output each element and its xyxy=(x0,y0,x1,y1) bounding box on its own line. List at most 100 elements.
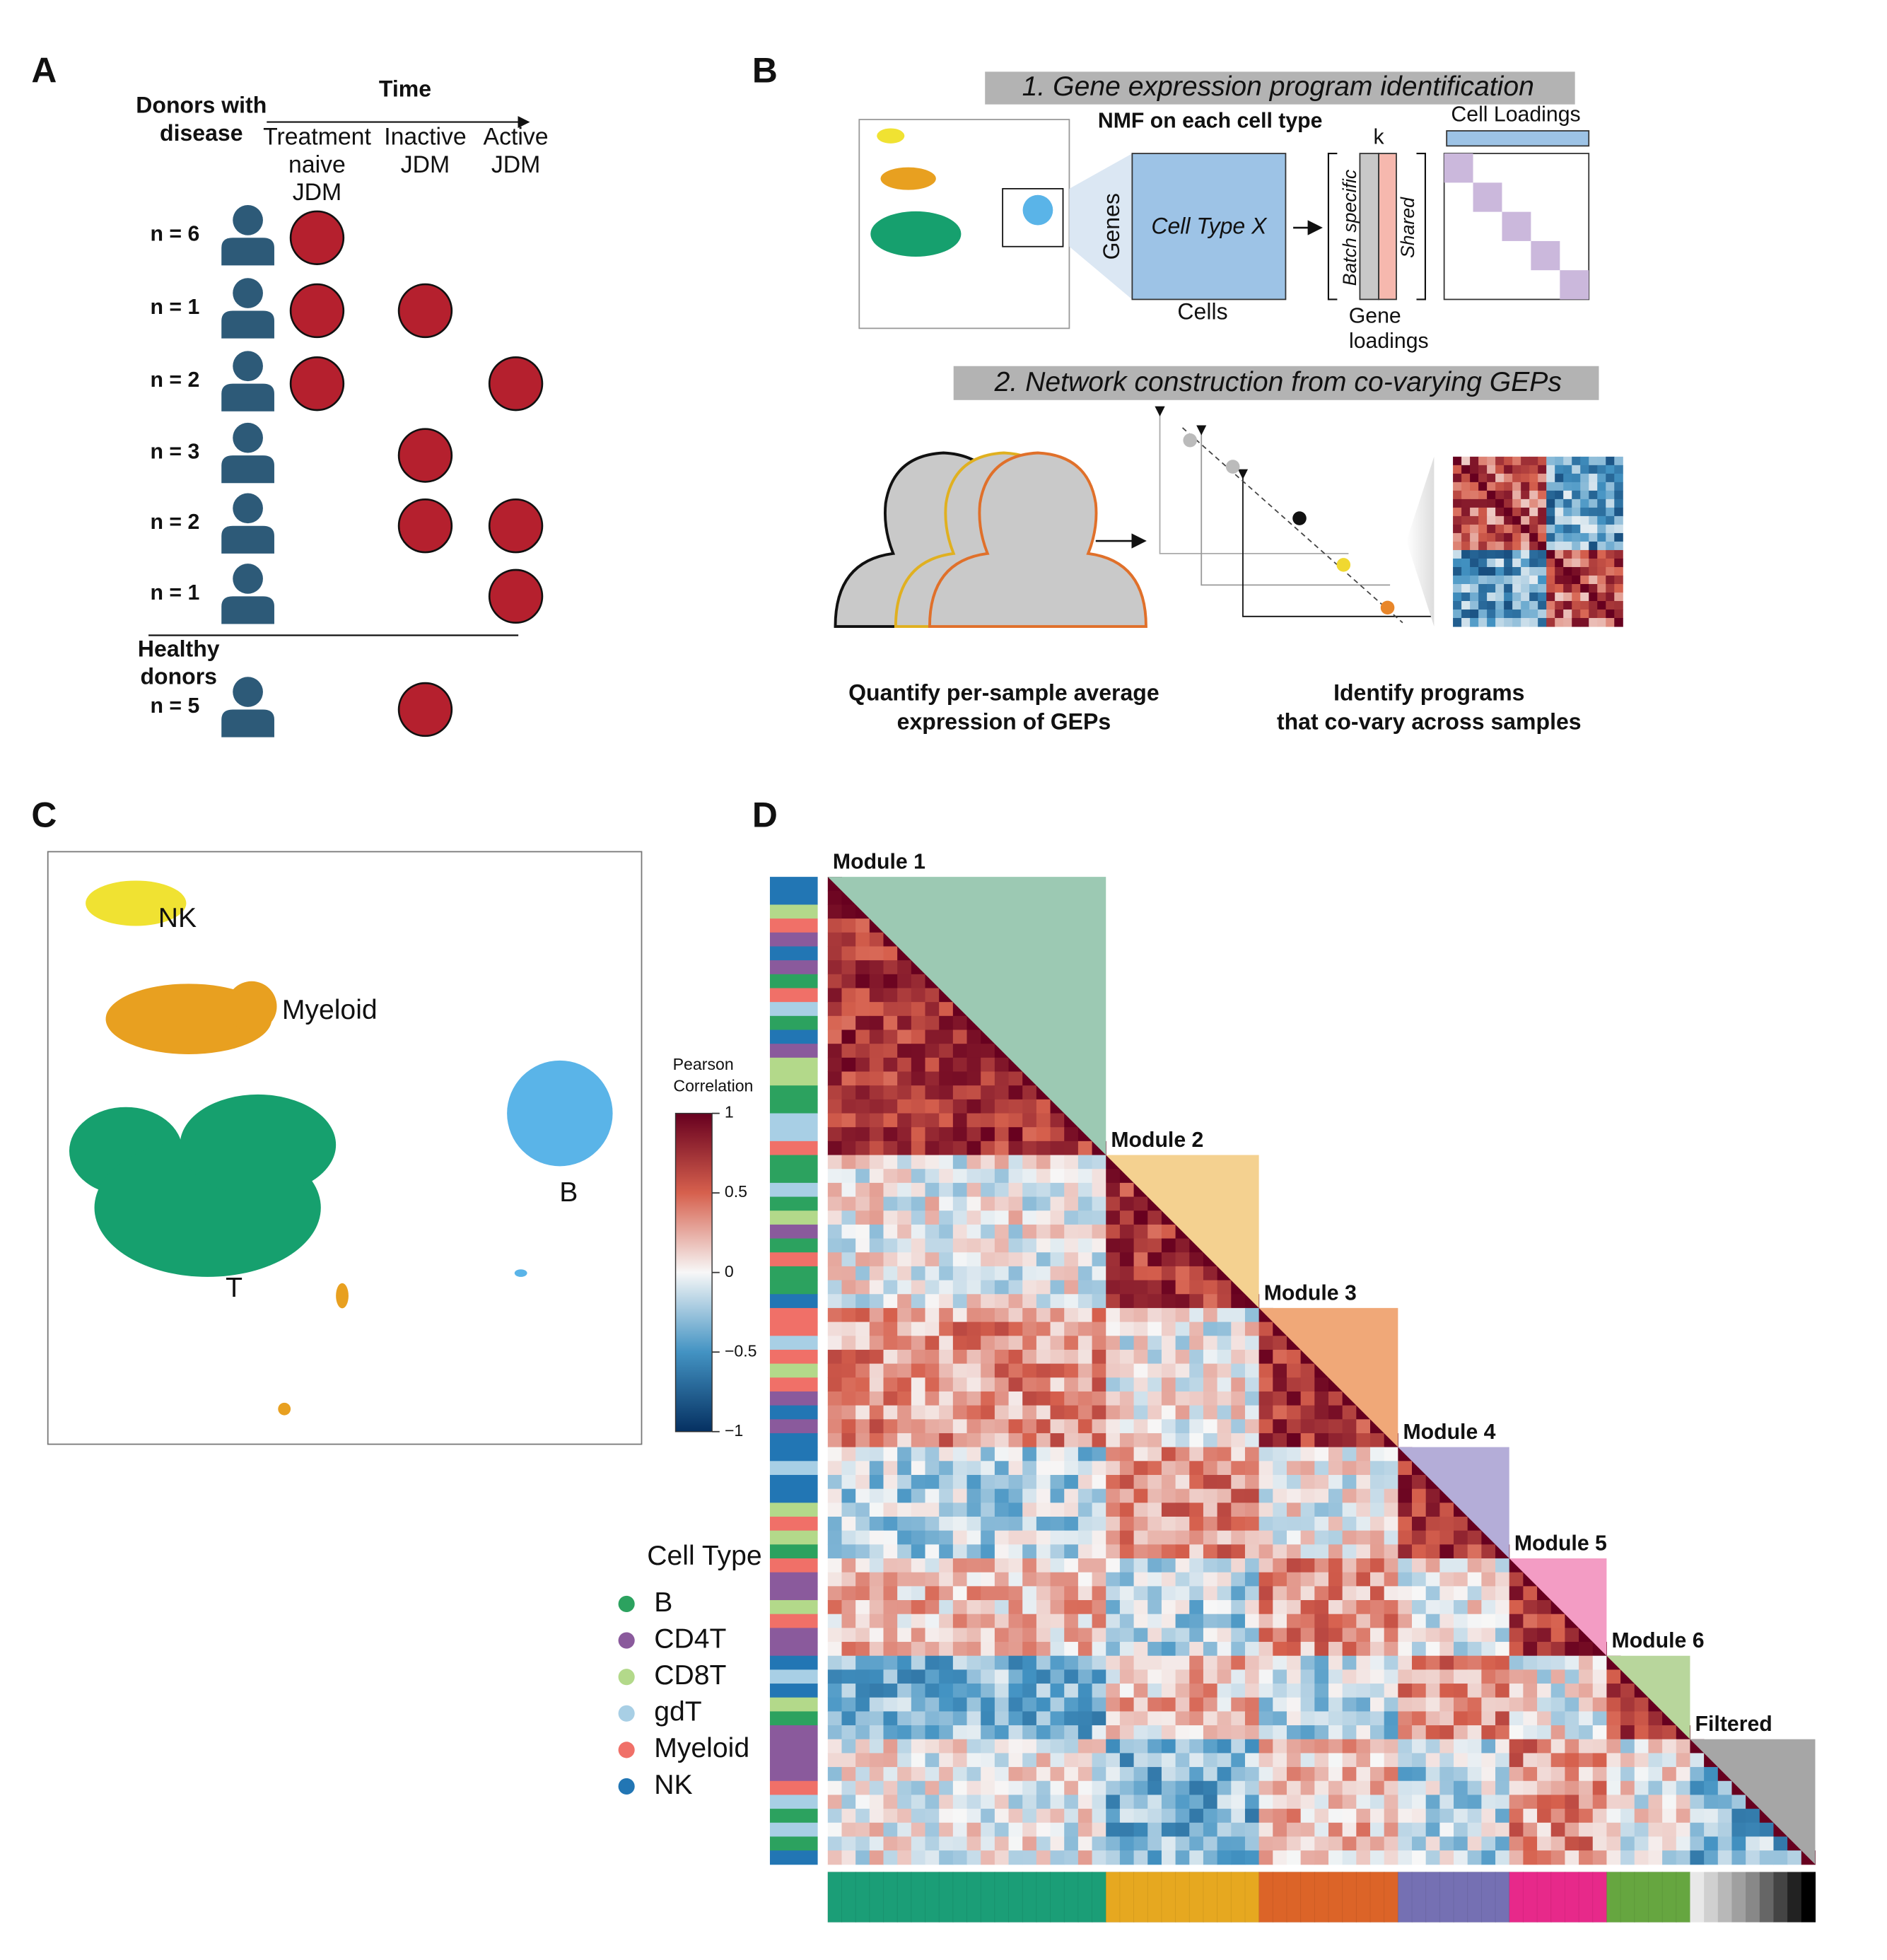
umap-blob xyxy=(880,167,936,190)
heat-cell xyxy=(1064,1474,1079,1490)
mini-heat-cell xyxy=(1521,490,1530,500)
matrix-label: Cell Type X xyxy=(1151,213,1268,238)
heat-cell xyxy=(1258,1461,1273,1476)
n-label: n = 5 xyxy=(151,694,200,718)
heat-cell xyxy=(1300,1405,1315,1420)
heat-cell xyxy=(1565,1809,1579,1824)
heat-cell xyxy=(1509,1850,1524,1865)
heat-cell xyxy=(1036,1809,1051,1824)
heat-cell xyxy=(1481,1725,1496,1740)
heat-cell xyxy=(1258,1544,1273,1559)
mini-heat-cell xyxy=(1470,482,1479,491)
mini-heat-cell xyxy=(1614,473,1623,483)
heat-cell xyxy=(883,1711,898,1726)
heat-cell xyxy=(952,1280,968,1295)
heat-cell xyxy=(883,1322,898,1336)
heat-cell xyxy=(855,1850,870,1865)
heat-cell xyxy=(1523,1767,1538,1782)
heat-cell xyxy=(1203,1795,1218,1809)
mini-heat-cell xyxy=(1597,566,1606,576)
heat-cell xyxy=(1008,1266,1023,1281)
heat-cell xyxy=(1439,1669,1454,1684)
heat-cell xyxy=(1592,1850,1607,1865)
heat-cell xyxy=(1356,1767,1371,1782)
heat-cell xyxy=(1398,1516,1413,1532)
heat-cell xyxy=(1439,1530,1454,1545)
heat-cell xyxy=(1523,1753,1538,1768)
mini-heat-cell xyxy=(1589,507,1598,517)
mini-heat-cell xyxy=(1563,583,1572,593)
heat-cell xyxy=(1342,1488,1357,1503)
heat-cell xyxy=(1203,1822,1218,1837)
heat-cell xyxy=(1189,1488,1204,1503)
heat-cell xyxy=(1523,1711,1538,1726)
heat-cell xyxy=(1008,1099,1023,1114)
mini-heat-cell xyxy=(1478,575,1488,585)
heat-cell xyxy=(869,960,884,975)
heat-cell xyxy=(1189,1252,1204,1267)
heat-cell xyxy=(925,1211,940,1225)
heat-cell xyxy=(1509,1655,1524,1670)
mini-heat-cell xyxy=(1529,498,1538,508)
mini-heat-cell xyxy=(1470,558,1479,568)
heat-cell xyxy=(1439,1544,1454,1559)
heat-cell xyxy=(1077,1836,1093,1851)
heat-cell xyxy=(1579,1822,1594,1837)
module-bar-cell xyxy=(1328,1872,1343,1923)
heat-cell xyxy=(883,1697,898,1712)
heat-cell xyxy=(897,1377,912,1392)
heat-cell xyxy=(1550,1697,1565,1712)
heat-cell xyxy=(1092,1447,1106,1462)
heat-cell xyxy=(1537,1655,1552,1670)
heat-cell xyxy=(1147,1307,1162,1323)
heat-cell xyxy=(1273,1669,1287,1684)
mini-heat-cell xyxy=(1495,558,1505,568)
heat-cell xyxy=(1356,1697,1371,1712)
heat-cell xyxy=(1300,1419,1315,1434)
heat-cell xyxy=(1064,1419,1079,1434)
heat-cell xyxy=(1467,1739,1482,1754)
heat-cell xyxy=(1425,1739,1440,1754)
module-bar-cell xyxy=(1578,1872,1594,1923)
heat-cell xyxy=(966,1503,981,1517)
heat-cell xyxy=(952,1447,968,1462)
mini-heat-cell xyxy=(1606,583,1615,593)
heat-cell xyxy=(1454,1836,1468,1851)
heat-cell xyxy=(1064,1684,1079,1698)
heat-cell xyxy=(1370,1822,1385,1837)
heat-cell xyxy=(952,1767,968,1782)
heat-cell xyxy=(1454,1795,1468,1809)
heat-cell xyxy=(1077,1503,1093,1517)
heat-cell xyxy=(827,1405,843,1420)
heat-cell xyxy=(1064,1572,1079,1587)
heat-cell xyxy=(1495,1809,1510,1824)
heat-cell xyxy=(1565,1669,1579,1684)
heat-cell xyxy=(1036,1169,1051,1184)
heat-cell xyxy=(1384,1544,1398,1559)
celltype-bar-cell xyxy=(769,1057,818,1073)
heat-cell xyxy=(1384,1836,1398,1851)
heat-cell xyxy=(897,1780,912,1795)
heat-cell xyxy=(1328,1614,1343,1628)
heat-cell xyxy=(1231,1377,1246,1392)
heat-cell xyxy=(1064,1182,1079,1198)
heat-cell xyxy=(1731,1795,1746,1809)
heat-cell xyxy=(1481,1739,1496,1754)
heat-cell xyxy=(897,1461,912,1476)
heat-cell xyxy=(925,1614,940,1628)
heat-cell xyxy=(966,1697,981,1712)
heat-cell xyxy=(1300,1822,1315,1837)
heat-cell xyxy=(1203,1349,1218,1365)
heat-cell xyxy=(1050,1211,1065,1225)
mini-heat-cell xyxy=(1589,490,1598,500)
heat-cell xyxy=(1133,1405,1148,1420)
heat-cell xyxy=(1050,1850,1065,1865)
heat-cell xyxy=(1454,1600,1468,1615)
mini-heat-cell xyxy=(1495,498,1505,508)
heat-cell xyxy=(1258,1739,1273,1754)
mini-heat-cell xyxy=(1538,473,1547,483)
heat-cell xyxy=(1606,1711,1621,1726)
heat-cell xyxy=(1481,1684,1496,1698)
heat-cell xyxy=(1008,1697,1023,1712)
heat-cell xyxy=(1300,1600,1315,1615)
